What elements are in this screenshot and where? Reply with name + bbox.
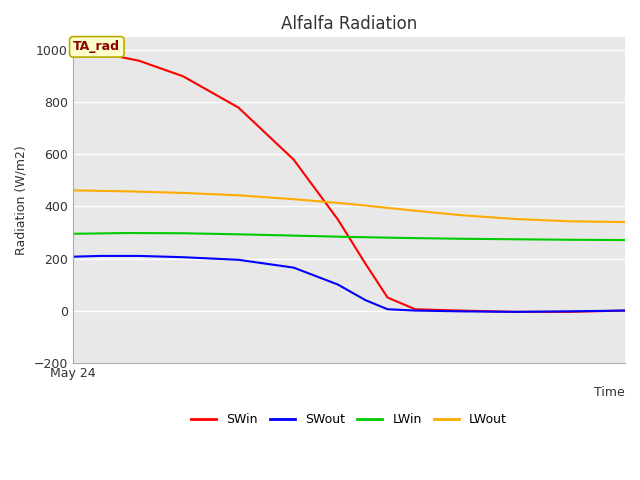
Legend: SWin, SWout, LWin, LWout: SWin, SWout, LWin, LWout [186,408,512,431]
Text: TA_rad: TA_rad [74,40,120,53]
Y-axis label: Radiation (W/m2): Radiation (W/m2) [15,145,28,255]
X-axis label: Time: Time [595,386,625,399]
Title: Alfalfa Radiation: Alfalfa Radiation [281,15,417,33]
